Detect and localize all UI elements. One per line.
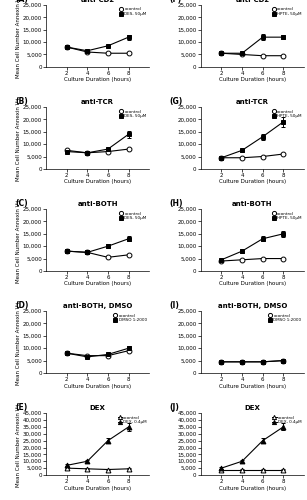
Text: (B): (B) bbox=[15, 97, 28, 106]
Title: anti-CD2: anti-CD2 bbox=[80, 0, 115, 3]
X-axis label: Culture Duration (hours): Culture Duration (hours) bbox=[64, 180, 131, 184]
Title: anti-BOTH: anti-BOTH bbox=[77, 202, 118, 207]
Title: anti-TCR: anti-TCR bbox=[81, 100, 114, 105]
Legend: ocontrol, DMSO 1:2000: ocontrol, DMSO 1:2000 bbox=[267, 313, 302, 322]
Legend: ocontrol, DES, 50μM: ocontrol, DES, 50μM bbox=[119, 7, 147, 16]
Y-axis label: Mean Cell Number Annexin V+: Mean Cell Number Annexin V+ bbox=[16, 198, 21, 282]
Title: anti-BOTH, DMSO: anti-BOTH, DMSO bbox=[63, 304, 132, 310]
Text: (H): (H) bbox=[170, 199, 183, 208]
Legend: ocontrol, DEX, 0.4μM: ocontrol, DEX, 0.4μM bbox=[272, 415, 302, 424]
Y-axis label: Mean Cell Number Annexin V+: Mean Cell Number Annexin V+ bbox=[16, 96, 21, 180]
Legend: ocontrol, HPTE, 50μM: ocontrol, HPTE, 50μM bbox=[271, 109, 302, 118]
Text: (I): (I) bbox=[170, 301, 180, 310]
Legend: ocontrol, HPTE, 50μM: ocontrol, HPTE, 50μM bbox=[271, 7, 302, 16]
Legend: ocontrol, DMSO 1:2000: ocontrol, DMSO 1:2000 bbox=[113, 313, 147, 322]
Y-axis label: Mean Cell Number Annexin V+: Mean Cell Number Annexin V+ bbox=[16, 0, 21, 78]
Legend: ocontrol, DES, 50μM: ocontrol, DES, 50μM bbox=[119, 211, 147, 220]
Text: (E): (E) bbox=[15, 403, 27, 412]
X-axis label: Culture Duration (hours): Culture Duration (hours) bbox=[64, 282, 131, 286]
Title: anti-CD2: anti-CD2 bbox=[235, 0, 270, 3]
X-axis label: Culture Duration (hours): Culture Duration (hours) bbox=[64, 486, 131, 490]
X-axis label: Culture Duration (hours): Culture Duration (hours) bbox=[219, 384, 286, 388]
Legend: ocontrol, DES, 50μM: ocontrol, DES, 50μM bbox=[119, 109, 147, 118]
Text: (F): (F) bbox=[170, 0, 182, 4]
X-axis label: Culture Duration (hours): Culture Duration (hours) bbox=[219, 282, 286, 286]
Title: DEX: DEX bbox=[90, 406, 106, 411]
X-axis label: Culture Duration (hours): Culture Duration (hours) bbox=[219, 78, 286, 82]
Title: anti-BOTH: anti-BOTH bbox=[232, 202, 273, 207]
Y-axis label: Mean Cell Number Annexin V+: Mean Cell Number Annexin V+ bbox=[16, 402, 21, 486]
Legend: ocontrol, HPTE, 50μM: ocontrol, HPTE, 50μM bbox=[271, 211, 302, 220]
X-axis label: Culture Duration (hours): Culture Duration (hours) bbox=[219, 180, 286, 184]
Title: anti-BOTH, DMSO: anti-BOTH, DMSO bbox=[218, 304, 287, 310]
Text: (G): (G) bbox=[170, 97, 183, 106]
Y-axis label: Mean Cell Number Annexin V+: Mean Cell Number Annexin V+ bbox=[16, 300, 21, 384]
Text: (D): (D) bbox=[15, 301, 29, 310]
Text: (A): (A) bbox=[15, 0, 28, 4]
Title: anti-TCR: anti-TCR bbox=[236, 100, 269, 105]
X-axis label: Culture Duration (hours): Culture Duration (hours) bbox=[219, 486, 286, 490]
Legend: ocontrol, DEX, 0.4μM: ocontrol, DEX, 0.4μM bbox=[117, 415, 147, 424]
X-axis label: Culture Duration (hours): Culture Duration (hours) bbox=[64, 384, 131, 388]
X-axis label: Culture Duration (hours): Culture Duration (hours) bbox=[64, 78, 131, 82]
Text: (J): (J) bbox=[170, 403, 180, 412]
Title: DEX: DEX bbox=[244, 406, 260, 411]
Text: (C): (C) bbox=[15, 199, 28, 208]
